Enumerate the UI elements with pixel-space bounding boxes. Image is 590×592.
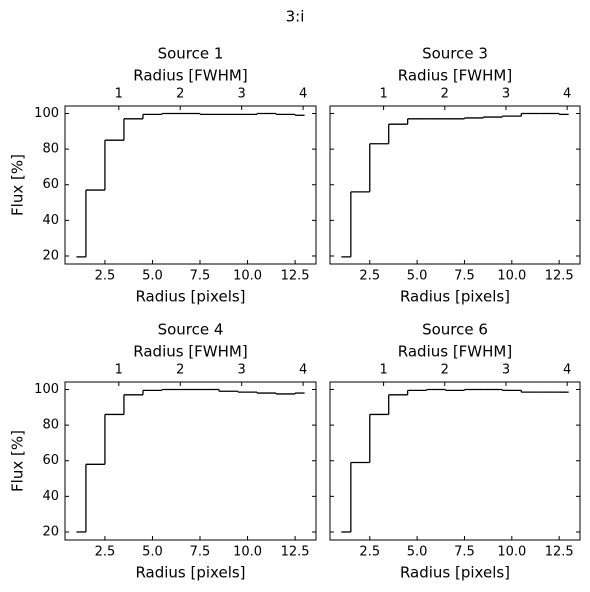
x-tick-label: 7.5 [454, 545, 475, 560]
y-tick-label: 80 [42, 142, 59, 157]
subplot-title: Source 6 [422, 321, 488, 339]
x2-tick-label: 2 [441, 87, 449, 102]
x2-axis-label: Radius [FWHM] [398, 67, 512, 85]
x2-tick-label: 3 [502, 363, 510, 378]
x-tick-label: 7.5 [190, 545, 211, 560]
y-axis-label: Flux [%] [9, 430, 27, 492]
x2-axis-label: Radius [FWHM] [133, 343, 247, 361]
x2-tick-label: 4 [299, 87, 307, 102]
axes-frame [64, 105, 317, 265]
y-tick-label: 100 [34, 382, 59, 397]
x2-tick-label: 2 [176, 363, 184, 378]
y-tick-label: 60 [42, 177, 59, 192]
x-tick-label: 12.5 [545, 545, 574, 560]
x2-tick-label: 1 [379, 363, 387, 378]
y-tick-label: 80 [42, 418, 59, 433]
x-tick-label: 2.5 [359, 269, 380, 284]
x-axis-label: Radius [pixels] [135, 564, 245, 582]
axes-frame [64, 381, 317, 541]
x-tick-label: 12.5 [281, 269, 310, 284]
x2-tick-label: 1 [379, 87, 387, 102]
x-tick-label: 5.0 [407, 545, 428, 560]
x2-tick-label: 4 [563, 363, 571, 378]
x-tick-label: 10.0 [497, 269, 526, 284]
y-tick-label: 60 [42, 453, 59, 468]
x-tick-label: 7.5 [190, 269, 211, 284]
x2-tick-label: 3 [238, 363, 246, 378]
x-axis-label: Radius [pixels] [400, 288, 510, 306]
x2-tick-label: 4 [299, 363, 307, 378]
x-tick-label: 7.5 [454, 269, 475, 284]
x-tick-label: 5.0 [407, 269, 428, 284]
y-tick-label: 40 [42, 489, 59, 504]
figure-title: 3:i [286, 8, 305, 26]
x-tick-label: 5.0 [142, 269, 163, 284]
y-axis-label: Flux [%] [9, 154, 27, 216]
x-tick-label: 12.5 [281, 545, 310, 560]
x2-tick-label: 1 [115, 87, 123, 102]
x-tick-label: 5.0 [142, 545, 163, 560]
y-tick-label: 40 [42, 213, 59, 228]
x-tick-label: 12.5 [545, 269, 574, 284]
subplot-title: Source 4 [158, 321, 224, 339]
x-tick-label: 10.0 [497, 545, 526, 560]
x2-tick-label: 2 [441, 363, 449, 378]
x-tick-label: 2.5 [359, 545, 380, 560]
axes-frame [329, 381, 581, 541]
x-tick-label: 2.5 [95, 269, 116, 284]
axes-frame [329, 105, 581, 265]
y-tick-label: 20 [42, 248, 59, 263]
y-tick-label: 20 [42, 524, 59, 539]
x2-axis-label: Radius [FWHM] [133, 67, 247, 85]
x-tick-label: 2.5 [95, 545, 116, 560]
x2-tick-label: 1 [115, 363, 123, 378]
x2-tick-label: 3 [238, 87, 246, 102]
subplot-title: Source 3 [422, 45, 488, 63]
x2-tick-label: 2 [176, 87, 184, 102]
y-tick-label: 100 [34, 106, 59, 121]
x2-tick-label: 4 [563, 87, 571, 102]
x-axis-label: Radius [pixels] [400, 564, 510, 582]
x2-axis-label: Radius [FWHM] [398, 343, 512, 361]
x2-tick-label: 3 [502, 87, 510, 102]
x-tick-label: 10.0 [233, 545, 262, 560]
subplot-title: Source 1 [158, 45, 224, 63]
x-axis-label: Radius [pixels] [135, 288, 245, 306]
x-tick-label: 10.0 [233, 269, 262, 284]
